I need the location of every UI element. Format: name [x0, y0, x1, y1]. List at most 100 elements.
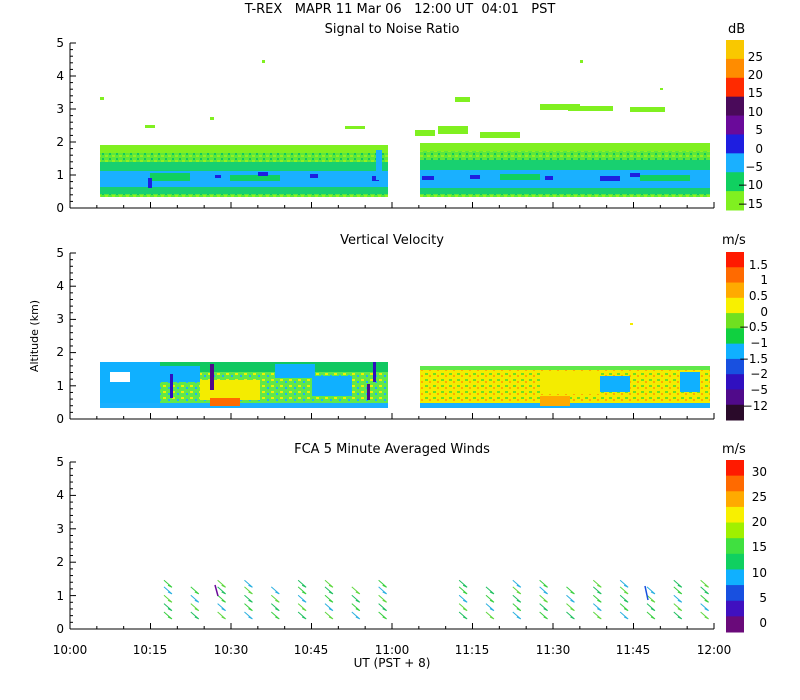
colorbar-swatch-10 — [726, 404, 744, 421]
panel3-y-tick-labels: 0 1 2 3 4 5 — [56, 455, 64, 636]
y-axis-label: Altitude (km) — [28, 300, 41, 372]
wind-barb-shaft — [566, 586, 575, 595]
colorbar-swatch-3 — [726, 297, 744, 314]
wind-barb-shaft — [592, 594, 602, 603]
cb3-label-1: 25 — [752, 490, 767, 504]
wind-barb-shaft — [217, 594, 226, 603]
panel2-colorbar-labels: 1.5 1 0.5 0 −0.5 −1 −1.5 −2 −5 −12 — [739, 258, 768, 413]
wind-barb-accent — [644, 585, 649, 601]
wind-barbs — [163, 579, 709, 620]
x-tick-1115: 11:15 — [455, 643, 490, 657]
wind-barb-shaft — [673, 603, 683, 612]
p2-y-tick-3: 3 — [56, 312, 64, 326]
wind-barb-shaft — [539, 579, 548, 588]
x-tick-labels: 10:00 10:15 10:30 10:45 11:00 11:15 11:3… — [53, 643, 732, 657]
p1-y-tick-1: 1 — [56, 168, 64, 182]
wind-barb-1019 — [163, 579, 173, 620]
cb3-label-2: 20 — [752, 515, 767, 529]
wind-barb-shaft — [673, 611, 683, 620]
wind-barb-shaft — [512, 586, 522, 595]
p1-y-tick-5: 5 — [56, 36, 64, 50]
wind-barb-1154 — [673, 579, 683, 620]
wind-barb-shaft — [270, 611, 280, 620]
wind-barb-shaft — [190, 603, 200, 612]
x-tick-1015: 10:15 — [133, 643, 168, 657]
wind-barb-1049 — [324, 579, 334, 620]
snr-data-field — [100, 60, 710, 197]
cb1-label-5: 0 — [755, 142, 763, 156]
wind-barb-1144 — [619, 579, 629, 620]
colorbar-swatch-4 — [726, 313, 744, 329]
colorbar-swatch-5 — [726, 328, 744, 345]
cb1-label-0: 25 — [748, 50, 763, 64]
colorbar-swatch-0 — [726, 40, 744, 60]
panel3-colorbar-unit: m/s — [722, 442, 746, 457]
axis-ticks — [69, 42, 715, 630]
wind-barb-shaft — [190, 586, 200, 595]
wind-barb-shaft — [539, 594, 548, 603]
wind-barb-shaft — [217, 579, 226, 588]
wind-barb-shaft — [217, 586, 226, 595]
wind-barb-shaft — [592, 611, 602, 620]
wind-barb-shaft — [378, 586, 387, 595]
wind-barb-shaft — [592, 603, 602, 612]
wind-barb-1054 — [351, 586, 361, 620]
cb2-label-2: 0.5 — [749, 289, 768, 303]
wind-barb-1139 — [592, 579, 602, 620]
panel3-title: FCA 5 Minute Averaged Winds — [294, 442, 490, 457]
colorbar-swatch-6 — [726, 553, 744, 570]
x-tick-1200: 12:00 — [697, 643, 732, 657]
colorbar-swatch-7 — [726, 172, 744, 192]
wind-barb-shaft — [458, 611, 468, 620]
wind-barb-shaft — [378, 611, 387, 620]
colorbar-swatch-7 — [726, 358, 744, 375]
cb1-label-8: −15 — [738, 197, 763, 211]
p3-y-tick-5: 5 — [56, 455, 64, 469]
panel1-colorbar — [726, 40, 744, 211]
wind-barb-1044 — [297, 579, 307, 620]
colorbar-swatch-3 — [726, 506, 744, 524]
colorbar-swatch-1 — [726, 475, 744, 492]
wind-barb-shaft — [539, 611, 548, 620]
wind-barb-shaft — [485, 611, 495, 620]
p2-y-tick-4: 4 — [56, 279, 64, 293]
colorbar-swatch-8 — [726, 374, 744, 390]
wind-barb-shaft — [700, 603, 709, 612]
x-axis-label: UT (PST + 8) — [354, 656, 431, 670]
wind-barb-shaft — [566, 603, 575, 612]
wind-barb-shaft — [619, 586, 629, 595]
p1-y-tick-2: 2 — [56, 135, 64, 149]
p2-y-tick-0: 0 — [56, 412, 64, 426]
wind-barb-shaft — [163, 611, 173, 620]
wind-barb-shaft — [351, 611, 361, 620]
wind-barb-shaft — [673, 594, 683, 603]
wind-barb-shaft — [619, 603, 629, 612]
colorbar-swatch-1 — [726, 58, 744, 79]
vv-data-field — [100, 323, 710, 408]
wind-barb-shaft — [485, 586, 495, 595]
wind-barb-shaft — [458, 594, 468, 603]
wind-barb-1149 — [646, 586, 656, 620]
wind-barb-shaft — [324, 579, 334, 588]
colorbar-swatch-6 — [726, 343, 744, 360]
panel3-colorbar — [726, 460, 744, 633]
x-tick-1130: 11:30 — [536, 643, 571, 657]
wind-barb-shaft — [297, 603, 307, 612]
cb3-label-5: 5 — [759, 591, 767, 605]
colorbar-swatch-4 — [726, 115, 744, 135]
p2-y-tick-5: 5 — [56, 246, 64, 260]
wind-barb-shaft — [512, 594, 522, 603]
wind-barb-1159 — [700, 579, 709, 620]
panel2-colorbar-unit: m/s — [722, 233, 746, 248]
p3-y-tick-3: 3 — [56, 522, 64, 536]
wind-barb-shaft — [539, 586, 548, 595]
panel2-colorbar — [726, 252, 744, 421]
colorbar-swatch-7 — [726, 569, 744, 586]
colorbar-swatch-2 — [726, 491, 744, 508]
wind-barb-accent — [214, 584, 219, 597]
wind-barb-shaft — [673, 579, 683, 588]
panel3-axes — [69, 462, 714, 630]
cb2-label-9: −12 — [743, 399, 768, 413]
colorbar-swatch-0 — [726, 460, 744, 477]
